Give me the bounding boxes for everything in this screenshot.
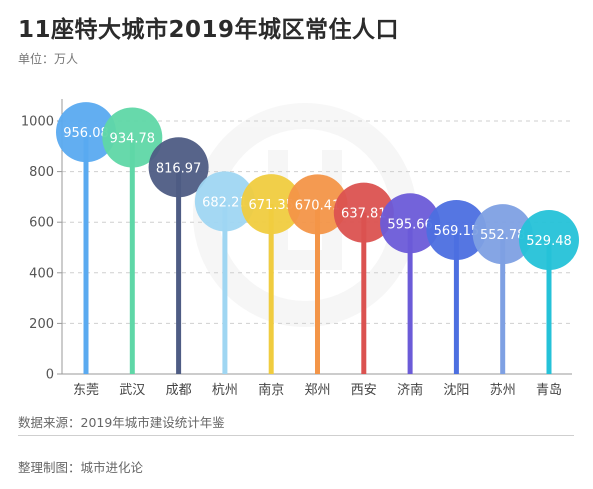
- bubble-9: [472, 204, 533, 265]
- value-label-4: 671.35: [248, 198, 294, 213]
- y-tick-label: 400: [29, 266, 54, 281]
- category-label-1: 武汉: [119, 383, 145, 398]
- bubble-2: [148, 137, 209, 198]
- stem-2: [176, 167, 182, 374]
- stem-6: [361, 212, 367, 374]
- category-label-5: 郑州: [304, 383, 330, 398]
- bubble-4: [241, 174, 302, 235]
- value-label-1: 934.78: [110, 132, 156, 147]
- category-label-10: 青岛: [536, 382, 562, 398]
- category-label-9: 苏州: [490, 382, 516, 398]
- bubble-5: [287, 174, 348, 235]
- stem-10: [546, 240, 552, 374]
- stem-9: [500, 234, 506, 374]
- value-label-6: 637.81: [341, 207, 387, 222]
- stem-5: [315, 204, 320, 374]
- bubble-6: [333, 182, 394, 243]
- bubble-10: [519, 210, 579, 271]
- category-label-0: 东莞: [73, 383, 99, 398]
- unit-label: 单位：万人: [18, 52, 79, 66]
- value-label-0: 956.08: [63, 126, 109, 141]
- stem-0: [83, 132, 89, 374]
- category-label-8: 沈阳: [443, 383, 469, 398]
- value-label-8: 569.15: [434, 224, 480, 239]
- stem-4: [268, 204, 274, 374]
- category-label-3: 杭州: [212, 383, 238, 398]
- y-tick-label: 0: [46, 368, 54, 383]
- bubble-3: [194, 171, 255, 232]
- stem-8: [453, 230, 459, 374]
- value-label-3: 682.21: [202, 195, 248, 210]
- category-label-7: 济南: [397, 382, 423, 398]
- footer-divider: [18, 435, 574, 436]
- stem-1: [129, 137, 135, 374]
- category-label-2: 成都: [166, 383, 192, 398]
- value-label-2: 816.97: [156, 161, 202, 176]
- stems: [83, 132, 552, 374]
- y-tick-label: 800: [29, 165, 54, 180]
- stem-3: [222, 201, 228, 374]
- data-source: 数据来源：2019年城市建设统计年鉴: [18, 415, 225, 430]
- y-tick-label: 600: [29, 216, 54, 231]
- value-label-10: 529.48: [526, 234, 572, 249]
- y-tick-label: 1000: [21, 115, 54, 130]
- chart-title: 11座特大城市2019年城区常住人口: [18, 17, 400, 43]
- bubble-7: [380, 193, 441, 254]
- bubble-0: [56, 102, 116, 163]
- value-label-7: 595.66: [387, 217, 433, 232]
- category-label-4: 南京: [258, 382, 284, 398]
- value-label-9: 552.78: [480, 228, 526, 243]
- x-axis-labels: 东莞 武汉 成都 杭州 南京 郑州 西安 济南 沈阳 苏州 青岛: [73, 382, 562, 398]
- credit-line: 整理制图：城市进化论: [18, 460, 144, 475]
- category-label-6: 西安: [351, 383, 377, 398]
- bubble-8: [426, 200, 487, 261]
- y-axis: 0 200 400 600 800 1000: [21, 99, 63, 383]
- y-tick-label: 200: [29, 317, 54, 332]
- bubble-1: [102, 107, 163, 168]
- stem-7: [407, 223, 413, 374]
- value-label-5: 670.41: [295, 198, 341, 213]
